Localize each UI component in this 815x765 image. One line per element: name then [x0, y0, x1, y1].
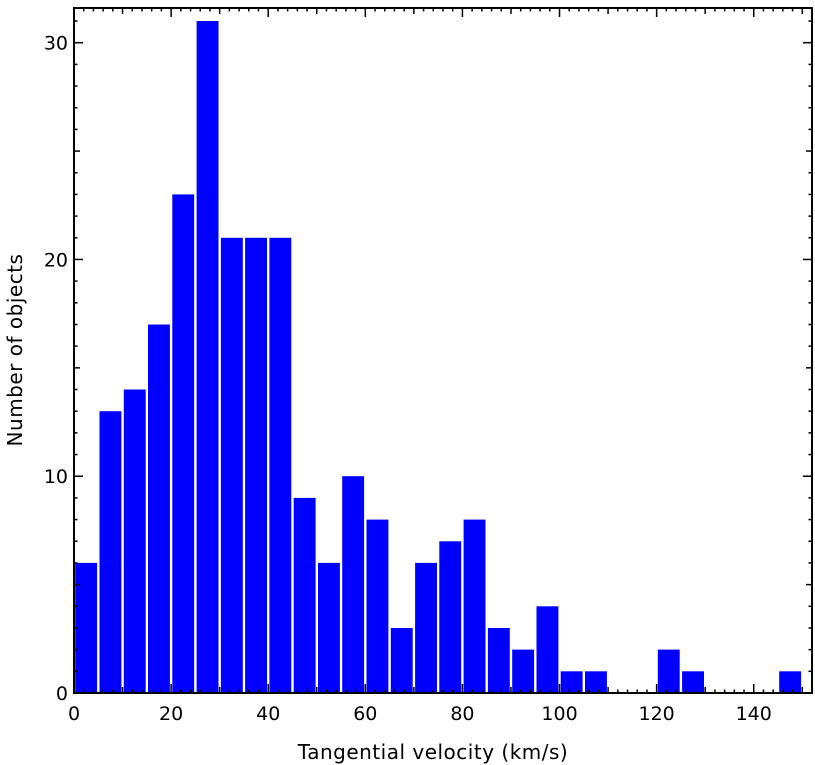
- x-tick-label: 60: [353, 703, 377, 725]
- bar: [682, 671, 704, 693]
- x-tick-label: 100: [541, 703, 577, 725]
- y-tick-label: 20: [44, 249, 68, 271]
- y-tick-label: 10: [44, 466, 68, 488]
- bar: [585, 671, 607, 693]
- bar: [779, 671, 802, 693]
- x-tick-label: 20: [159, 703, 183, 725]
- y-axis-label: Number of objects: [3, 254, 27, 447]
- bar: [560, 671, 583, 693]
- tick-labels: 0 20 40 60 80 100 120 140 0 10 20 30: [44, 33, 772, 725]
- x-tick-label: 80: [450, 703, 474, 725]
- bar: [123, 389, 146, 693]
- bar: [415, 562, 437, 693]
- bar: [75, 562, 98, 693]
- bar: [487, 628, 510, 693]
- bar: [536, 606, 559, 693]
- x-tick-label: 0: [68, 703, 80, 725]
- bar: [439, 541, 462, 693]
- bar: [657, 649, 680, 693]
- bar: [269, 237, 292, 694]
- y-tick-label: 0: [56, 683, 68, 705]
- x-tick-label: 120: [638, 703, 674, 725]
- bar: [463, 519, 486, 693]
- bar: [390, 628, 413, 693]
- x-tick-label: 140: [736, 703, 772, 725]
- bar: [172, 194, 195, 693]
- bar: [245, 237, 267, 694]
- axis-ticks: [73, 8, 812, 694]
- x-tick-label: 40: [256, 703, 280, 725]
- y-tick-label: 30: [44, 33, 68, 55]
- bar: [196, 21, 219, 693]
- bar: [220, 237, 243, 694]
- bar: [99, 411, 122, 693]
- bars-group: [75, 21, 802, 694]
- bar: [366, 519, 389, 693]
- x-axis-label: Tangential velocity (km/s): [297, 740, 568, 764]
- bar: [318, 562, 340, 693]
- bar: [342, 476, 365, 693]
- bar: [512, 649, 535, 693]
- bar: [148, 324, 170, 693]
- bar: [293, 497, 316, 693]
